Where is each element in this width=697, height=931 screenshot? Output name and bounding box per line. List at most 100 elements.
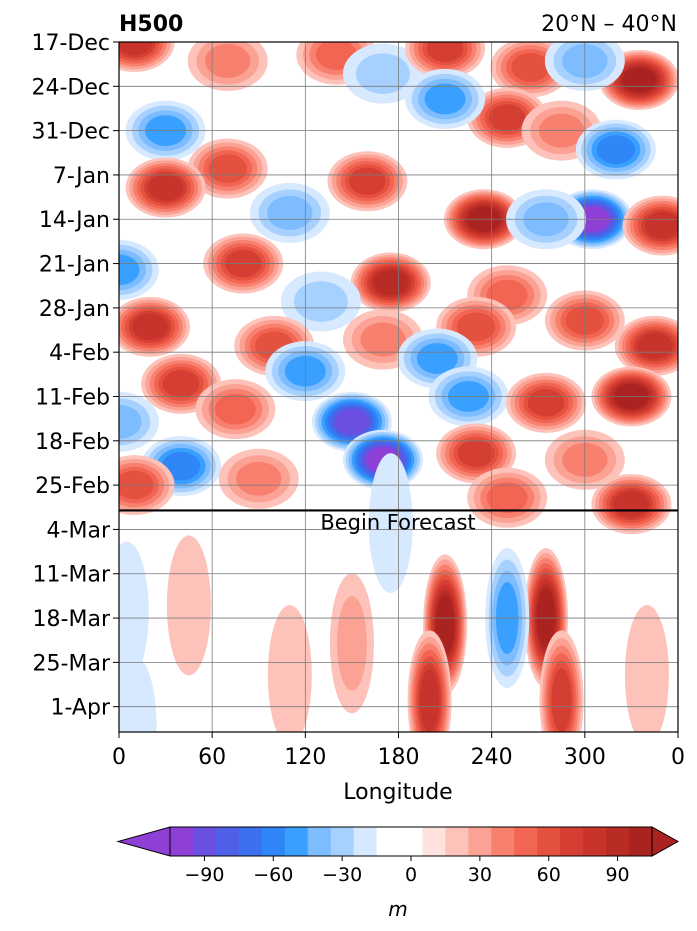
y-tick-label: 31-Dec — [31, 120, 110, 145]
y-tick-label: 4-Feb — [49, 341, 110, 366]
observed-anomaly-contour — [132, 313, 168, 341]
forecast-anomaly-contour — [551, 668, 572, 732]
colorbar-tick-label: 90 — [605, 864, 629, 886]
colorbar-segment — [629, 827, 653, 856]
colorbar-segment — [468, 827, 492, 856]
observed-anomaly-contour — [162, 370, 200, 398]
observed-anomaly-contour — [208, 154, 247, 184]
observed-anomaly-contour — [486, 482, 528, 514]
colorbar-segment — [537, 827, 561, 856]
observed-anomaly-contour — [613, 490, 650, 518]
y-tick-label: 28-Jan — [39, 297, 110, 322]
observed-anomaly-contour — [457, 439, 495, 468]
colorbar-ticks: −90 −60 −30 0 30 60 90 — [184, 856, 630, 886]
observed-anomaly-contour — [644, 212, 678, 239]
colorbar-tick-label: 30 — [468, 864, 492, 886]
chart-title: H500 — [119, 12, 183, 37]
observed-anomaly-contour — [119, 42, 153, 56]
y-tick-label: 21-Jan — [39, 253, 110, 278]
observed-anomaly-contour — [426, 42, 464, 63]
y-tick-label: 24-Dec — [31, 75, 110, 100]
y-tick-label: 11-Mar — [33, 563, 111, 588]
colorbar-segment — [261, 827, 286, 856]
colorbar-segment — [376, 827, 401, 856]
y-tick-label: 1-Apr — [50, 696, 110, 721]
y-tick-label: 25-Mar — [33, 651, 111, 676]
observed-anomaly-contour — [360, 322, 406, 357]
chart-subtitle: 20°N – 40°N — [541, 12, 677, 37]
forecast-anomaly-contour — [166, 535, 211, 676]
forecast-anomaly-contour — [435, 594, 455, 654]
observed-anomaly-contour — [334, 408, 370, 435]
colorbar-tick-label: 60 — [537, 864, 561, 886]
colorbar-segment — [445, 827, 469, 856]
observed-anomaly-contour — [456, 312, 496, 342]
observed-anomaly-contour — [214, 393, 256, 425]
y-tick-label: 7-Jan — [53, 164, 110, 189]
colorbar-tick-label: −60 — [253, 864, 293, 886]
observed-anomaly-contour — [147, 174, 184, 201]
y-tick-label: 4-Mar — [47, 518, 111, 543]
colorbar-segment — [170, 827, 194, 856]
forecast-anomaly-contour — [119, 541, 149, 682]
colorbar-segment — [491, 827, 515, 856]
x-axis: 0 60 120 180 240 300 0 — [112, 732, 685, 770]
colorbar-tick-label: −90 — [184, 864, 224, 886]
y-tick-label: 18-Feb — [35, 430, 110, 455]
observed-anomaly-contour — [373, 269, 409, 296]
colorbar-tick-label: 0 — [405, 864, 417, 886]
colorbar-segment — [330, 827, 355, 856]
observed-anomaly-contour — [488, 104, 526, 132]
colorbar-segments — [170, 827, 653, 856]
x-tick-label: 300 — [564, 745, 606, 770]
x-tick-label: 180 — [378, 745, 420, 770]
colorbar-segment — [284, 827, 309, 856]
colorbar-segment — [606, 827, 630, 856]
colorbar-extend-low — [116, 826, 171, 857]
forecast-anomaly-contour — [119, 655, 157, 732]
observed-anomaly-contour — [511, 52, 550, 82]
colorbar: −90 −60 −30 0 30 60 90 m — [116, 826, 680, 921]
forecast-anomaly-contour — [419, 669, 440, 732]
observed-anomaly-contour — [119, 404, 142, 439]
colorbar-segment — [215, 827, 240, 856]
observed-anomaly-contour — [527, 389, 565, 417]
colorbar-extend-high — [651, 826, 680, 857]
colorbar-segment — [353, 827, 378, 856]
observed-anomaly-contour — [161, 451, 201, 481]
forecast-anomaly-contour — [337, 596, 367, 691]
observed-anomaly-contour — [416, 343, 458, 374]
colorbar-segment — [399, 827, 424, 856]
observed-anomaly-contour — [637, 332, 673, 360]
observed-anomaly-contour — [622, 67, 657, 93]
observed-anomaly-contour — [236, 461, 282, 496]
x-tick-label: 120 — [284, 745, 326, 770]
colorbar-segment — [583, 827, 607, 856]
forecast-anomaly-contour — [368, 453, 413, 594]
y-tick-label: 18-Mar — [33, 607, 111, 632]
plot-area: Begin Forecast — [118, 41, 679, 733]
x-axis-label: Longitude — [343, 780, 452, 805]
observed-anomaly-contour — [355, 53, 410, 94]
observed-anomaly-contour — [293, 281, 348, 322]
y-tick-label: 25-Feb — [35, 474, 110, 499]
observed-anomaly-contour — [596, 135, 636, 165]
observed-anomaly-contour — [424, 83, 466, 115]
begin-forecast-label: Begin Forecast — [320, 510, 475, 534]
forecast-anomaly-contour — [624, 605, 669, 732]
y-axis: 17-Dec 24-Dec 31-Dec 7-Jan 14-Jan 21-Jan 28-Ja… — [31, 31, 119, 721]
y-tick-label: 17-Dec — [31, 31, 110, 56]
observed-anomaly-contour — [267, 195, 313, 230]
colorbar-segment — [422, 827, 447, 856]
colorbar-segment — [560, 827, 584, 856]
colorbar-tick-label: −30 — [322, 864, 362, 886]
x-tick-label: 0 — [671, 745, 685, 770]
colorbar-segment — [238, 827, 263, 856]
observed-anomaly-contour — [119, 254, 140, 286]
x-tick-label: 0 — [112, 745, 126, 770]
observed-anomaly-contour — [204, 43, 251, 78]
observed-anomaly-contour — [349, 167, 386, 195]
colorbar-label: m — [388, 897, 407, 921]
forecast-anomaly-contour — [267, 605, 312, 732]
